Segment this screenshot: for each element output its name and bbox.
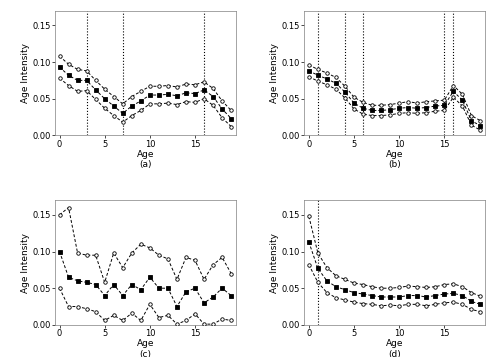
X-axis label: Age
(b): Age (b): [386, 150, 404, 169]
Y-axis label: Age Intensity: Age Intensity: [270, 43, 279, 103]
Y-axis label: Age Intensity: Age Intensity: [270, 232, 279, 292]
X-axis label: Age
(d): Age (d): [386, 340, 404, 357]
X-axis label: Age
(c): Age (c): [136, 340, 154, 357]
X-axis label: Age
(a): Age (a): [136, 150, 154, 169]
Y-axis label: Age Intensity: Age Intensity: [20, 232, 30, 292]
Y-axis label: Age Intensity: Age Intensity: [20, 43, 30, 103]
